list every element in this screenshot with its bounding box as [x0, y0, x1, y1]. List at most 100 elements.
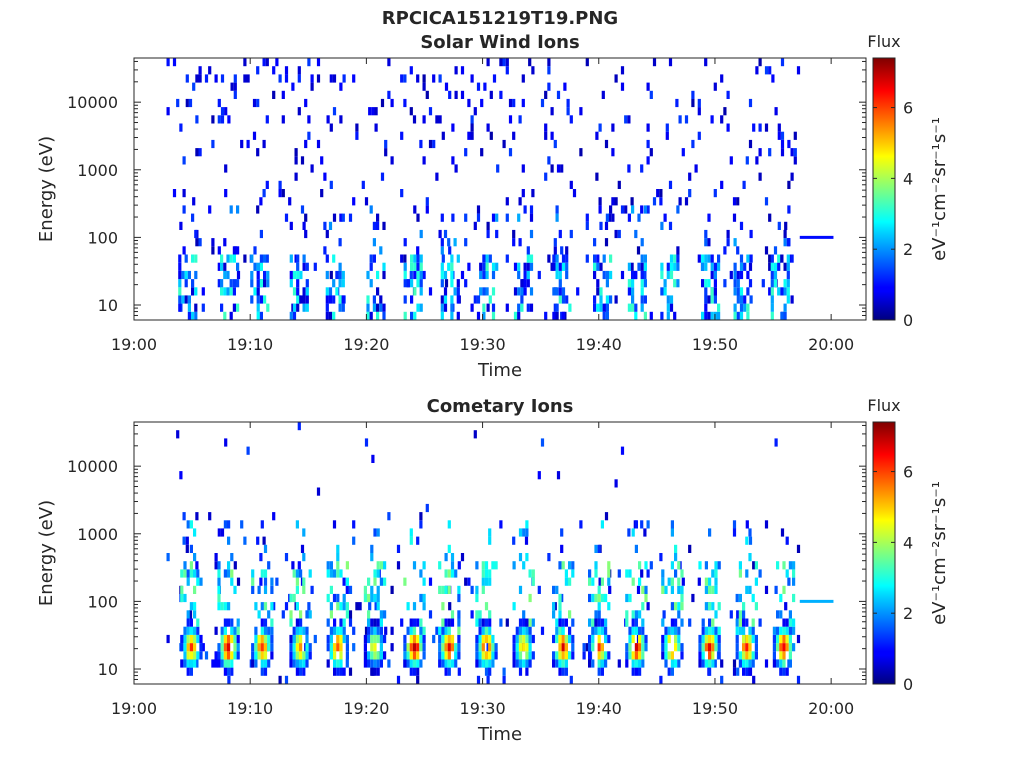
spectrogram-cell — [220, 74, 225, 83]
spectrogram-cell — [422, 643, 426, 652]
spectrogram-cell — [419, 254, 423, 263]
spectrogram-cell — [299, 659, 303, 668]
spectrogram-cell — [505, 197, 509, 206]
spectrogram-cell — [236, 262, 240, 271]
spectrogram-cell — [526, 254, 530, 263]
spectrogram-cell — [233, 561, 237, 570]
spectrogram-cell — [450, 561, 455, 570]
spectrogram-cell — [588, 569, 592, 578]
spectrogram-cell — [780, 311, 784, 320]
spectrogram-cell — [670, 651, 674, 660]
spectrogram-cell — [704, 279, 708, 288]
spectrogram-cell — [416, 254, 420, 263]
spectrogram-cell — [183, 569, 187, 578]
spectrogram-cell — [704, 287, 708, 296]
spectrogram-cell — [295, 626, 299, 635]
spectrogram-cell — [523, 262, 527, 271]
spectrogram-cell — [609, 295, 613, 304]
spectrogram-cell — [561, 618, 565, 627]
spectrogram-cell — [217, 115, 221, 124]
spectrogram-cell — [585, 213, 589, 222]
spectrogram-cell — [275, 577, 279, 586]
spectrogram-cell — [625, 618, 629, 627]
spectrogram-cell — [336, 544, 340, 553]
spectrogram-cell — [183, 643, 187, 652]
spectrogram-cell — [383, 610, 387, 619]
spectrogram-cell — [598, 123, 602, 132]
spectrogram-cell — [189, 626, 193, 635]
spectrogram-cell — [627, 115, 631, 124]
spectrogram-cell — [646, 82, 650, 91]
spectrogram-cell — [708, 585, 712, 594]
spectrogram-cell — [332, 107, 337, 116]
spectrogram-cell — [281, 610, 285, 619]
spectrogram-cell — [464, 213, 468, 222]
spectrogram-cell — [296, 279, 300, 288]
spectrogram-cell — [704, 659, 708, 668]
spectrogram-cell — [684, 115, 689, 124]
spectrogram-cell — [217, 585, 221, 594]
spectrogram-cell — [528, 618, 532, 627]
spectrogram-cell — [528, 634, 532, 644]
spectrogram-cell — [403, 651, 407, 660]
spectrogram-cell — [628, 634, 632, 644]
spectrogram-cell — [226, 270, 230, 280]
spectrogram-cell — [352, 520, 356, 529]
spectrogram-cell — [738, 561, 742, 570]
spectrogram-cell — [224, 438, 228, 447]
spectrogram-cell — [779, 659, 783, 668]
spectrogram-cell — [367, 593, 371, 603]
spectrogram-cell — [739, 287, 744, 296]
spectrogram-cell — [379, 618, 383, 627]
spectrogram-cell — [230, 577, 234, 586]
spectrogram-cell — [752, 675, 756, 684]
figure-filename-title: RPCICA151219T19.PNG — [382, 8, 618, 29]
spectrogram-cell — [555, 634, 559, 644]
spectrogram-cell — [776, 610, 780, 619]
spectrogram-cell — [265, 58, 269, 67]
x-tick-label: 19:10 — [227, 335, 273, 354]
spectrogram-cell — [336, 634, 340, 644]
spectrogram-cell — [438, 634, 442, 644]
spectrogram-cell — [438, 74, 442, 83]
spectrogram-cell — [754, 577, 758, 586]
spectrogram-cell — [348, 618, 353, 627]
spectrogram-cell — [550, 131, 554, 140]
spectrogram-cell — [166, 634, 170, 644]
spectrogram-cell — [339, 82, 343, 91]
spectrogram-cell — [732, 520, 737, 529]
spectrogram-cell — [478, 634, 482, 644]
spectrogram-cell — [478, 610, 482, 619]
spectrogram-cell — [281, 90, 285, 99]
spectrogram-cell — [368, 107, 372, 116]
spectrogram-cell — [611, 213, 615, 222]
spectrogram-cell — [518, 643, 523, 652]
spectrogram-cell — [333, 618, 337, 627]
spectrogram-cell — [336, 667, 340, 676]
spectrogram-cell — [518, 659, 523, 668]
spectrogram-cell — [591, 593, 595, 603]
spectrogram-cell — [697, 577, 701, 586]
spectrogram-cell — [604, 651, 608, 660]
spectrogram-cell — [641, 651, 645, 660]
spectrogram-cell — [667, 577, 671, 586]
spectrogram-cell — [720, 675, 724, 684]
spectrogram-cell — [260, 626, 264, 635]
spectrogram-cell — [489, 131, 493, 140]
spectrogram-cell — [227, 618, 231, 627]
spectrogram-cell — [185, 544, 189, 553]
spectrogram-cell — [754, 643, 758, 652]
spectrogram-cell — [609, 270, 613, 280]
spectrogram-cell — [525, 618, 529, 627]
spectrogram-cell — [243, 254, 247, 263]
spectrogram-cell — [640, 164, 644, 173]
spectrogram-cell — [254, 626, 258, 635]
spectrogram-cell — [670, 659, 674, 668]
spectrogram-cell — [764, 246, 769, 255]
spectrogram-cell — [188, 98, 193, 108]
spectrogram-cell — [320, 156, 324, 165]
spectrogram-cell — [529, 254, 534, 263]
spectrogram-cell — [558, 667, 562, 676]
spectrogram-cell — [553, 238, 557, 247]
spectrogram-cell — [396, 544, 401, 553]
